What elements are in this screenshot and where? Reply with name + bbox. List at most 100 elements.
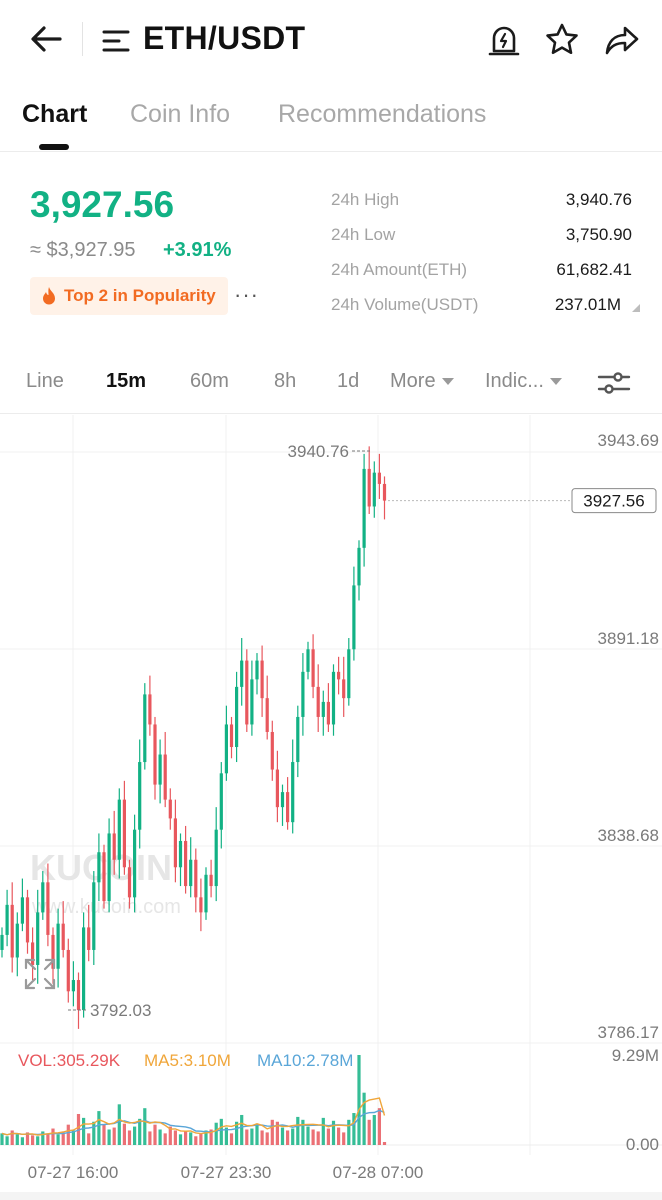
volume-bar <box>46 1133 50 1145</box>
volume-bar <box>286 1130 290 1145</box>
timeframe-1d[interactable]: 1d <box>337 370 360 392</box>
watermark-url: www.kucoin.com <box>31 896 181 918</box>
stat-24h-low: 24h Low 3,750.90 <box>331 225 641 251</box>
volume-bar <box>265 1132 269 1145</box>
kline-chart[interactable]: KUCOIN www.kucoin.com 3943.69 3891.18 38… <box>0 415 662 1195</box>
volume-bar <box>153 1124 157 1145</box>
volume-bar <box>71 1130 75 1145</box>
candle-body <box>51 934 55 969</box>
watermark: KUCOIN www.kucoin.com <box>30 847 181 918</box>
kline-chart-svg[interactable]: KUCOIN www.kucoin.com 3943.69 3891.18 38… <box>0 415 662 1195</box>
candle-body <box>178 840 183 868</box>
candle-body <box>138 762 142 830</box>
volume-bar <box>245 1129 249 1145</box>
more-label: More <box>390 370 436 392</box>
candle-body <box>326 701 330 725</box>
volume-bar <box>92 1121 96 1145</box>
candle-body <box>15 923 19 958</box>
price-axis-label: 3786.17 <box>598 1023 659 1042</box>
tab-chart[interactable]: Chart <box>22 100 88 128</box>
stat-24h-volume: 24h Volume(USDT) 237.01M <box>331 295 641 321</box>
divider <box>82 22 83 56</box>
tab-bar: Chart Coin Info Recommendations <box>0 96 662 152</box>
volume-bar <box>347 1119 351 1145</box>
candle-body <box>0 934 4 950</box>
price-alert-bell-icon[interactable] <box>484 20 524 60</box>
candle-body <box>76 980 81 1011</box>
volume-bar <box>66 1124 70 1145</box>
tab-coin-info[interactable]: Coin Info <box>130 100 231 128</box>
volume-bar <box>377 1108 381 1145</box>
fullscreen-expand-icon[interactable] <box>20 954 60 994</box>
timeframe-line[interactable]: Line <box>26 370 64 392</box>
popularity-label: Top 2 in Popularity <box>64 286 216 305</box>
ma5-line <box>1 1097 386 1136</box>
candle-body <box>66 949 70 992</box>
candle-body <box>199 897 203 913</box>
volume-bar <box>291 1128 295 1145</box>
volume-bar <box>306 1126 310 1145</box>
volume-bar <box>138 1118 142 1145</box>
candle-body <box>36 912 40 965</box>
stat-label: 24h Volume(USDT) <box>331 295 479 314</box>
favorite-star-icon[interactable] <box>542 20 582 60</box>
indicators-label: Indic... <box>485 370 544 392</box>
candle-body <box>41 882 45 913</box>
back-arrow-icon[interactable] <box>22 20 70 60</box>
candle-body <box>219 773 223 830</box>
timeframe-more-dropdown[interactable]: More <box>390 370 454 393</box>
timeframe-60m[interactable]: 60m <box>190 370 229 392</box>
price-axis-label: 3838.68 <box>598 826 659 845</box>
candle-body <box>306 649 310 672</box>
candle-body <box>82 927 86 1011</box>
candle-body <box>240 660 244 687</box>
ma10-label: MA10:2.78M <box>257 1051 353 1070</box>
volume-bar <box>102 1124 106 1145</box>
candle-body <box>362 468 366 548</box>
candle-body <box>20 897 24 924</box>
sort-triangle-icon[interactable] <box>631 303 641 313</box>
volume-bar <box>148 1131 152 1145</box>
candle-body <box>143 694 147 763</box>
chart-grid <box>0 415 662 1155</box>
volume-bar <box>240 1114 244 1145</box>
candle-body <box>158 754 162 785</box>
volume-bar <box>270 1119 274 1145</box>
volume-bar <box>25 1132 30 1145</box>
volume-axis-zero-label: 0.00 <box>626 1135 659 1154</box>
watermark-logo: KUCOIN <box>30 847 172 888</box>
active-tab-indicator <box>39 144 69 150</box>
indicators-dropdown[interactable]: Indic... <box>485 370 562 393</box>
volume-bar <box>224 1127 228 1145</box>
chart-settings-sliders-icon[interactable] <box>596 366 632 400</box>
volume-bar <box>321 1117 325 1145</box>
usd-price: ≈ $3,927.95 <box>30 239 136 261</box>
stat-label: 24h Low <box>331 225 396 244</box>
timeframe-15m[interactable]: 15m <box>106 370 147 392</box>
more-options-icon[interactable]: ··· <box>234 282 259 307</box>
volume-bar <box>316 1131 320 1145</box>
stat-label: 24h High <box>331 190 400 209</box>
last-price-marker: 3927.56 <box>388 488 657 514</box>
candle-body <box>286 792 290 823</box>
candle-body <box>214 829 218 887</box>
candle-body <box>296 716 300 763</box>
candles <box>0 446 387 1029</box>
popularity-badge[interactable]: Top 2 in Popularity <box>30 277 228 315</box>
candle-body <box>184 840 188 887</box>
candle-body <box>168 799 172 819</box>
candle-body <box>204 874 208 913</box>
pair-title[interactable]: ETH/USDT <box>143 20 306 56</box>
candle-body <box>265 698 269 732</box>
share-icon[interactable] <box>602 20 642 60</box>
pair-list-menu-icon[interactable] <box>100 24 134 58</box>
tab-recommendations[interactable]: Recommendations <box>278 100 487 128</box>
volume-bar <box>301 1119 305 1145</box>
timeframe-8h[interactable]: 8h <box>274 370 297 392</box>
candle-body <box>117 799 121 860</box>
volume-bar <box>122 1123 126 1145</box>
candle-body <box>61 923 65 950</box>
candle-body <box>337 671 341 680</box>
candle-body <box>194 859 198 898</box>
volume-bar <box>56 1134 60 1145</box>
